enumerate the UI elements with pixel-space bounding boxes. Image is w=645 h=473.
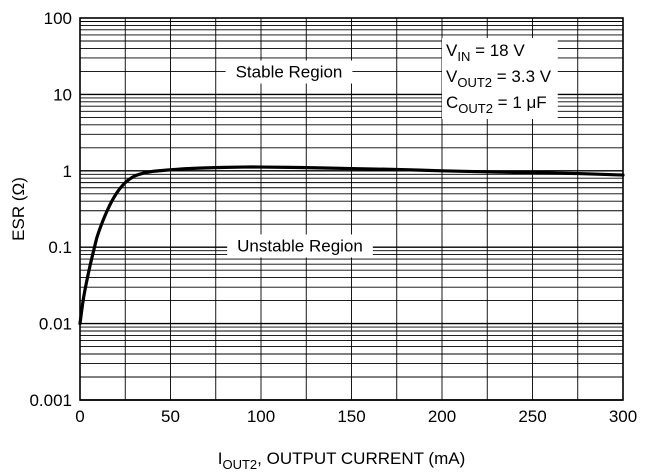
x-tick-label: 250 xyxy=(518,407,546,426)
conditions-box: VIN = 18 V VOUT2 = 3.3 V COUT2 = 1 μF xyxy=(442,38,558,119)
conditions-background xyxy=(442,38,558,119)
y-tick-label: 0.1 xyxy=(48,238,72,257)
unstable-region-label-background xyxy=(227,234,373,258)
condition-line: COUT2 = 1 μF xyxy=(446,93,547,116)
y-tick-label: 0.001 xyxy=(29,391,72,410)
x-axis-label: IOUT2, OUTPUT CURRENT (mA) xyxy=(218,449,466,472)
stable-region-label: Stable Region xyxy=(236,63,343,82)
x-tick-label: 100 xyxy=(247,407,275,426)
esr-curve xyxy=(78,165,625,326)
unstable-region-label: Unstable Region xyxy=(237,237,363,256)
condition-line: VOUT2 = 3.3 V xyxy=(446,67,552,90)
y-tick-label: 1 xyxy=(63,162,72,181)
y-tick-label: 100 xyxy=(44,9,72,28)
x-tick-label: 200 xyxy=(428,407,456,426)
plot-frame xyxy=(79,17,624,401)
annotation-layer: Stable Region Unstable Region VIN = 18 V VO… xyxy=(225,38,558,258)
tick-layer: 0 50 100 150 200 250 300 0.001 0.01 0.1 1 10 100 xyxy=(29,9,637,426)
x-tick-label: 0 xyxy=(75,407,84,426)
label-layer: ESR (Ω) IOUT2, OUTPUT CURRENT (mA) xyxy=(9,177,465,472)
frame-layer xyxy=(79,17,624,401)
x-tick-label: 150 xyxy=(337,407,365,426)
y-axis-label: ESR (Ω) xyxy=(9,177,28,241)
y-tick-label: 10 xyxy=(53,85,72,104)
stable-region-label-background xyxy=(225,60,353,84)
curve-layer xyxy=(78,165,625,326)
x-tick-label: 300 xyxy=(609,407,637,426)
condition-line: VIN = 18 V xyxy=(446,41,525,64)
y-tick-label: 0.01 xyxy=(39,315,72,334)
x-tick-label: 50 xyxy=(161,407,180,426)
